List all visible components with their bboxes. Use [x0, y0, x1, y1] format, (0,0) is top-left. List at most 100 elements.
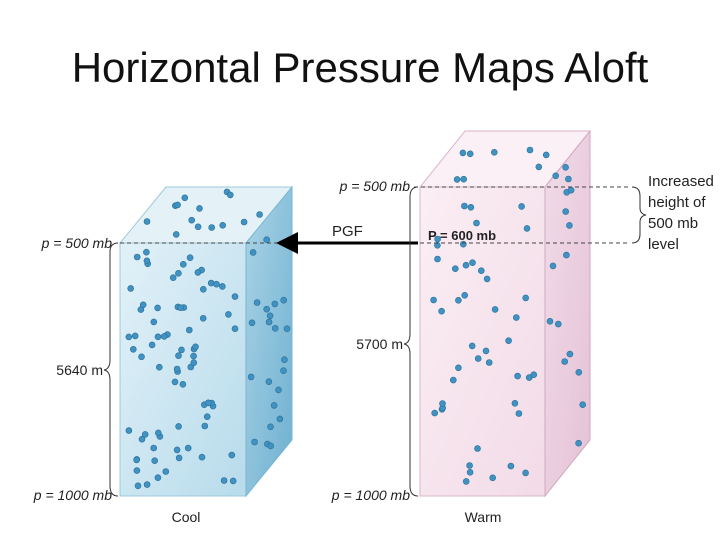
molecule-dot [178, 346, 185, 354]
molecule-dot [281, 356, 288, 364]
molecule-dot [125, 427, 133, 434]
molecule-dot [552, 172, 560, 180]
molecule-dot [515, 410, 523, 417]
molecule-dot [190, 352, 197, 360]
molecule-dot [155, 429, 162, 437]
annotation-line-2: height of [648, 194, 706, 211]
pgf-arrow [276, 232, 418, 254]
molecule-dot [554, 320, 562, 328]
molecule-dot [283, 325, 291, 333]
molecule-dot [175, 423, 182, 430]
molecule-dot [198, 453, 206, 461]
cool-bottom-pressure-label: p = 1000 mb [33, 487, 112, 503]
molecule-dot [175, 454, 183, 462]
molecule-dot [248, 319, 256, 327]
molecule-dot [459, 149, 467, 157]
warm-column-side [544, 129, 591, 498]
molecule-dot [485, 359, 493, 366]
molecule-dot [434, 255, 441, 263]
molecule-dot [511, 399, 519, 407]
molecule-dot [275, 386, 282, 394]
molecule-dot [181, 194, 189, 202]
molecule-dot [542, 151, 550, 159]
molecule-dot [523, 225, 531, 232]
molecule-dot [201, 422, 209, 430]
molecule-dot [575, 368, 583, 376]
molecule-dot [434, 242, 441, 249]
molecule-dot [143, 218, 151, 225]
molecule-dot [125, 333, 133, 341]
molecule-dot [461, 202, 468, 210]
molecule-dot [482, 347, 490, 355]
molecule-dot [467, 204, 475, 211]
molecule-dot [151, 457, 158, 465]
molecule-dot [162, 468, 170, 475]
warm-height-bracket [403, 186, 419, 497]
molecule-dot [253, 299, 261, 306]
molecule-dot [143, 481, 151, 488]
molecule-dot [265, 378, 273, 386]
molecule-dot [561, 358, 569, 365]
molecule-dot [462, 478, 470, 485]
molecule-dot [220, 477, 228, 484]
molecule-dot [127, 285, 134, 292]
molecule-dot [466, 468, 474, 476]
molecule-dot [228, 451, 236, 459]
molecule-dot [525, 374, 533, 381]
molecule-dot [522, 294, 530, 302]
molecule-dot [154, 304, 161, 312]
molecule-dot [186, 254, 194, 262]
molecule-dot [154, 333, 162, 341]
molecule-dot [150, 318, 158, 326]
warm-column [418, 129, 592, 498]
molecule-dot [562, 164, 569, 171]
molecule-dot [169, 274, 177, 282]
molecule-dot [563, 251, 570, 259]
molecule-dot [489, 474, 497, 482]
molecule-dot [179, 380, 187, 388]
annotation-line-1: Increased [648, 173, 714, 190]
molecule-dot [240, 218, 248, 226]
molecule-dot [130, 345, 137, 353]
molecule-dot [150, 444, 157, 452]
molecule-dot [460, 175, 468, 183]
molecule-dot [430, 296, 437, 304]
molecule-dot [451, 265, 459, 273]
molecule-dot [530, 371, 538, 379]
molecule-dot [455, 364, 462, 372]
molecule-dot [207, 279, 215, 287]
molecule-dot [184, 444, 192, 452]
cool-top-pressure-label: p = 500 mb [41, 235, 113, 251]
molecule-dot [469, 259, 476, 267]
molecule-dot [203, 413, 211, 421]
increased-height-bracket [631, 186, 647, 244]
molecule-dot [535, 163, 543, 171]
molecule-dot [453, 176, 461, 183]
molecule-dot [266, 312, 274, 320]
molecule-dot [188, 216, 195, 224]
molecule-dot [205, 399, 212, 407]
molecule-dot [143, 248, 150, 256]
molecule-dot [177, 304, 184, 312]
molecule-dot [265, 318, 273, 326]
molecule-dot [194, 223, 202, 231]
molecule-dot [143, 257, 151, 265]
molecule-dot [514, 372, 521, 380]
molecule-dot [231, 293, 239, 300]
warm-600mb-label: P = 600 mb [428, 228, 496, 243]
molecule-dot [196, 205, 203, 212]
molecule-dot [505, 337, 512, 345]
molecule-dot [434, 235, 441, 243]
molecule-dot [133, 467, 141, 474]
molecule-dot [477, 267, 485, 275]
molecule-dot [431, 409, 439, 417]
warm-caption: Warm [465, 509, 502, 525]
molecule-dot [200, 285, 207, 293]
warm-top-pressure-label: p = 500 mb [339, 178, 411, 194]
molecule-dot [473, 219, 480, 227]
cool-air-molecules [125, 188, 291, 490]
molecule-dot [466, 150, 474, 158]
molecule-dot [522, 469, 529, 477]
cool-column [118, 185, 294, 498]
